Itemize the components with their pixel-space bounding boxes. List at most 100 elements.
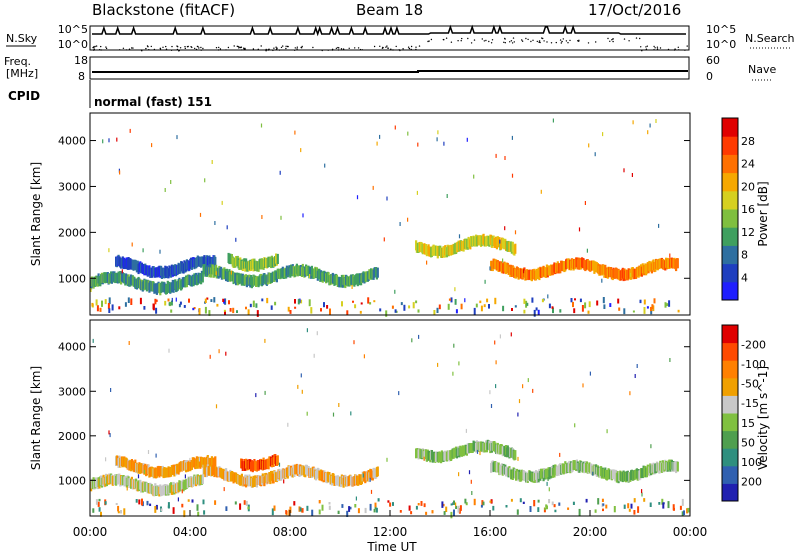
scatter-cell xyxy=(223,309,226,312)
scatter-cell xyxy=(558,502,561,506)
scatter-cell xyxy=(596,300,599,306)
nsearch-point xyxy=(219,48,222,50)
scatter-cell xyxy=(285,510,288,514)
scatter-cell xyxy=(637,506,640,513)
nsearch-point xyxy=(560,42,562,44)
noise-cell xyxy=(261,215,263,219)
scatter-cell xyxy=(92,508,95,513)
scatter-cell xyxy=(152,303,155,310)
scatter-cell xyxy=(458,508,461,514)
nsearch-point xyxy=(280,46,283,49)
scatter-cell xyxy=(502,305,505,312)
noise-cell xyxy=(215,404,218,409)
scatter-cell xyxy=(567,507,570,510)
nsearch-point xyxy=(354,47,356,49)
nsearch-point xyxy=(390,48,392,50)
nsearch-point xyxy=(200,46,202,49)
nsky-panel: N.Sky 10^5 10^0 10^5 10^0 N.Search xyxy=(6,23,795,52)
nsearch-point xyxy=(387,47,389,49)
scatter-cell xyxy=(649,502,652,507)
scatter-cell xyxy=(529,506,532,512)
scatter-cell xyxy=(256,310,259,317)
velocity-heatmap xyxy=(90,328,690,519)
scatter-cell xyxy=(287,306,290,312)
noise-cell xyxy=(260,123,263,128)
scatter-cell xyxy=(552,307,554,314)
noise-cell xyxy=(226,225,228,230)
noise-cell xyxy=(399,222,401,226)
scatter-cell xyxy=(516,509,519,515)
noise-cell xyxy=(215,271,217,276)
noise-cell xyxy=(175,297,177,302)
noise-cell xyxy=(411,338,413,343)
scatter-cell xyxy=(318,500,321,504)
scatter-cell xyxy=(391,305,394,309)
nsearch-point xyxy=(532,39,534,41)
scatter-cell xyxy=(155,504,158,510)
scatter-cell xyxy=(300,299,303,304)
noise-cell xyxy=(470,479,472,484)
scatter-cell xyxy=(602,503,605,506)
scatter-cell xyxy=(160,508,163,512)
nsearch-point xyxy=(473,39,476,41)
scatter-cell xyxy=(224,310,226,316)
scatter-cell xyxy=(375,507,378,513)
cpid-panel: CPID normal (fast) 151 xyxy=(8,80,212,109)
noise-cell xyxy=(108,138,110,143)
scatter-cell xyxy=(465,502,468,506)
nsearch-point xyxy=(98,49,101,51)
scatter-cell xyxy=(455,505,458,509)
noise-cell xyxy=(655,119,657,123)
nsearch-point xyxy=(244,48,246,50)
scatter-cell xyxy=(311,509,314,516)
noise-cell xyxy=(592,471,594,476)
nsearch-point xyxy=(659,47,662,49)
nsearch-point xyxy=(359,48,362,51)
noise-cell xyxy=(151,143,153,148)
noise-cell xyxy=(306,328,308,333)
nsearch-point xyxy=(607,37,609,40)
freq-label: Freq. xyxy=(4,55,31,68)
freq-unit-label: [MHz] xyxy=(6,67,38,80)
y-tick-label: 3000 xyxy=(58,385,86,398)
noise-cell xyxy=(383,237,385,242)
nsearch-point xyxy=(561,40,563,43)
noise-cell xyxy=(398,391,400,396)
nsearch-point xyxy=(145,47,147,50)
scatter-cell xyxy=(108,308,111,313)
noise-cell xyxy=(363,354,365,359)
nsearch-point xyxy=(265,48,267,51)
noise-cell xyxy=(306,411,308,416)
noise-cell xyxy=(230,270,232,275)
scatter-cell xyxy=(533,500,536,507)
colorbar-swatch xyxy=(722,377,738,396)
scatter-cell xyxy=(294,299,296,304)
scatter-cell xyxy=(554,509,557,513)
scatter-cell xyxy=(208,310,211,316)
scatter-cell xyxy=(643,498,646,502)
scatter-cell xyxy=(415,505,418,510)
nsearch-point xyxy=(635,37,638,39)
nsearch-point xyxy=(122,47,125,49)
scatter-cell xyxy=(297,299,300,305)
noise-cell xyxy=(650,444,652,449)
noise-cell xyxy=(465,428,467,433)
noise-cell xyxy=(264,338,266,343)
nsearch-point xyxy=(521,40,524,42)
y-tick-label: 1000 xyxy=(58,474,86,487)
scatter-cell xyxy=(143,306,146,310)
scatter-cell xyxy=(149,503,152,506)
scatter-cell xyxy=(423,503,426,508)
noise-cell xyxy=(351,285,353,289)
nsearch-point xyxy=(327,49,329,51)
colorbar-swatch xyxy=(722,430,738,449)
scatter-cell xyxy=(448,298,451,301)
scatter-cell xyxy=(306,505,309,511)
y-tick-label: 2000 xyxy=(58,226,86,239)
colorbar-swatch xyxy=(722,190,738,210)
noise-cell xyxy=(223,487,225,492)
noise-cell xyxy=(204,178,206,183)
nsearch-point xyxy=(684,49,686,51)
scatter-cell xyxy=(120,510,122,514)
